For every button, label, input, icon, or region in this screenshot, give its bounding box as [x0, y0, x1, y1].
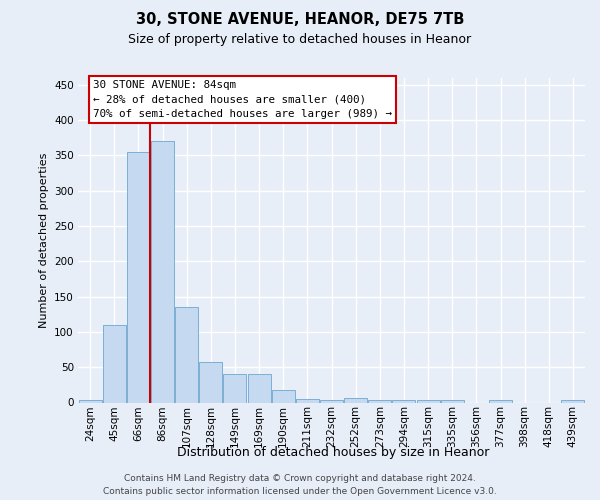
Bar	[296, 399, 319, 402]
Bar	[344, 398, 367, 402]
Bar	[392, 400, 415, 402]
Bar	[248, 374, 271, 402]
Text: Contains HM Land Registry data © Crown copyright and database right 2024.: Contains HM Land Registry data © Crown c…	[124, 474, 476, 483]
Bar	[151, 141, 174, 403]
Bar	[127, 152, 150, 402]
Text: 30 STONE AVENUE: 84sqm
← 28% of detached houses are smaller (400)
70% of semi-de: 30 STONE AVENUE: 84sqm ← 28% of detached…	[93, 80, 392, 119]
Bar	[175, 307, 198, 402]
Text: 30, STONE AVENUE, HEANOR, DE75 7TB: 30, STONE AVENUE, HEANOR, DE75 7TB	[136, 12, 464, 28]
Bar	[223, 374, 247, 402]
Bar	[441, 400, 464, 402]
Bar	[79, 400, 101, 402]
Text: Size of property relative to detached houses in Heanor: Size of property relative to detached ho…	[128, 32, 472, 46]
Text: Contains public sector information licensed under the Open Government Licence v3: Contains public sector information licen…	[103, 487, 497, 496]
Bar	[103, 325, 125, 402]
Bar	[320, 400, 343, 402]
Bar	[562, 400, 584, 402]
Bar	[272, 390, 295, 402]
Bar	[199, 362, 222, 403]
Bar	[368, 400, 391, 402]
Y-axis label: Number of detached properties: Number of detached properties	[38, 152, 49, 328]
Text: Distribution of detached houses by size in Heanor: Distribution of detached houses by size …	[177, 446, 489, 459]
Bar	[489, 400, 512, 402]
Bar	[416, 400, 440, 402]
